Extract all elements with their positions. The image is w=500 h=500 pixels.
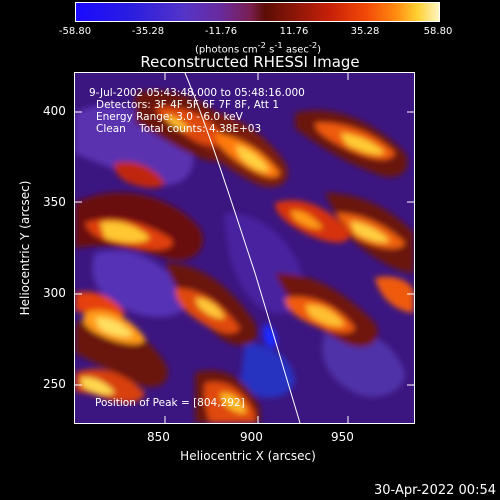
plot-title: Reconstructed RHESSI Image <box>140 53 360 71</box>
x-tick-label: 850 <box>147 430 170 444</box>
colorbar-tick-label: -11.76 <box>204 26 238 37</box>
colorbar-tick-label: 11.76 <box>279 26 309 37</box>
colorbar-tick-label: -58.80 <box>58 26 92 37</box>
y-tick-label: 250 <box>43 377 66 391</box>
info-detectors: Detectors: 3F 4F 5F 6F 7F 8F, Att 1 <box>96 99 280 111</box>
plot-area <box>74 72 415 424</box>
y-axis-label: Heliocentric Y (arcsec) <box>18 180 32 316</box>
axis-ticks <box>75 73 414 423</box>
y-tick-label: 350 <box>43 195 66 209</box>
peak-position-text: Position of Peak = [804,292] <box>95 397 245 409</box>
info-energy-range: Energy Range: 3.0 - 6.0 keV <box>96 111 243 123</box>
reconstructed-image <box>75 73 414 423</box>
colorbar-units-label: (photons cm-2 s-1 asec-2) <box>194 40 322 56</box>
colorbar <box>75 2 440 22</box>
colorbar-gradient <box>76 3 439 21</box>
x-tick-label: 950 <box>331 430 354 444</box>
generation-timestamp: 30-Apr-2022 00:54 <box>374 483 496 498</box>
colorbar-tick-label: 35.28 <box>350 26 380 37</box>
colorbar-tick-label: -35.28 <box>131 26 165 37</box>
y-tick-label: 300 <box>43 286 66 300</box>
x-tick-label: 900 <box>240 430 263 444</box>
y-tick-label: 400 <box>43 104 66 118</box>
solar-limb-line <box>184 73 301 423</box>
info-clean-counts: Clean Total counts: 4.38E+03 <box>96 123 262 135</box>
info-time-range: 9-Jul-2002 05:43:48.000 to 05:48:16.000 <box>89 87 305 99</box>
colorbar-tick-label: 58.80 <box>423 26 453 37</box>
x-axis-label: Heliocentric X (arcsec) <box>180 449 316 463</box>
